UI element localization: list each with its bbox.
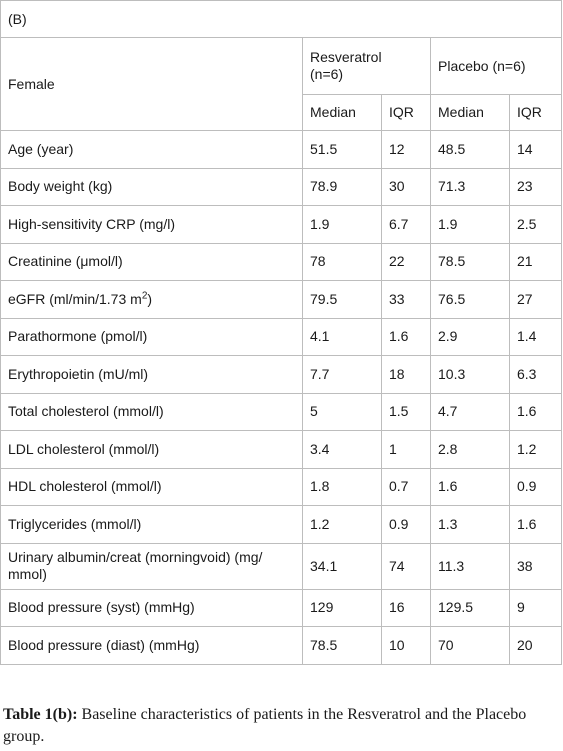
pla-iqr-cell: 1.4 [508, 317, 563, 356]
res-median-cell: 1.9 [302, 205, 382, 244]
pla-iqr-cell: 14 [508, 130, 563, 169]
table-row: Blood pressure (syst) (mmHg) 129 16 129.5 9 [0, 588, 563, 627]
row-label: Body weight (kg) [0, 167, 303, 206]
table-row: Age (year) 51.5 12 48.5 14 [0, 130, 563, 169]
res-iqr-cell: 16 [381, 588, 431, 627]
pla-iqr-cell: 38 [508, 542, 563, 590]
pla-median-cell: 4.7 [430, 392, 510, 431]
pla-median-cell: 129.5 [430, 588, 510, 627]
table-row: Parathormone (pmol/l) 4.1 1.6 2.9 1.4 [0, 317, 563, 356]
pla-iqr-cell: 1.2 [508, 430, 563, 469]
pla-median-cell: 70 [430, 626, 510, 665]
pla-iqr-cell: 0.9 [508, 467, 563, 506]
row-label: Parathormone (pmol/l) [0, 317, 303, 356]
res-median-cell: 78 [302, 242, 382, 281]
pla-median-cell: 2.9 [430, 317, 510, 356]
res-median-cell: 7.7 [302, 355, 382, 394]
row-label: High-sensitivity CRP (mg/l) [0, 205, 303, 244]
pla-median-cell: 1.9 [430, 205, 510, 244]
res-iqr-cell: 1 [381, 430, 431, 469]
pla-iqr-cell: 23 [508, 167, 563, 206]
pla-median-cell: 11.3 [430, 542, 510, 590]
row-label: Urinary albumin/creat (morningvoid) (mg/… [0, 542, 303, 590]
header-placebo: Placebo (n=6) [429, 37, 563, 95]
res-median-cell: 1.2 [302, 505, 382, 544]
pla-median-cell: 1.6 [430, 467, 510, 506]
pla-iqr-cell: 9 [508, 588, 563, 627]
pla-iqr-cell: 1.6 [508, 505, 563, 544]
table-row: LDL cholesterol (mmol/l) 3.4 1 2.8 1.2 [0, 430, 563, 469]
res-median-cell: 129 [302, 588, 382, 627]
table-row: Creatinine (μmol/l) 78 22 78.5 21 [0, 242, 563, 281]
res-median-cell: 79.5 [302, 280, 382, 319]
pla-iqr-cell: 20 [508, 626, 563, 665]
subheader-res-iqr: IQR [381, 94, 431, 131]
group-label: Female [0, 37, 303, 131]
res-iqr-cell: 6.7 [381, 205, 431, 244]
pla-median-cell: 10.3 [430, 355, 510, 394]
res-median-cell: 78.5 [302, 626, 382, 665]
table-row: Blood pressure (diast) (mmHg) 78.5 10 70 20 [0, 626, 563, 665]
res-median-cell: 34.1 [302, 542, 382, 590]
subheader-pla-median: Median [430, 94, 510, 131]
res-median-cell: 3.4 [302, 430, 382, 469]
table-row: Triglycerides (mmol/l) 1.2 0.9 1.3 1.6 [0, 505, 563, 544]
row-label: HDL cholesterol (mmol/l) [0, 467, 303, 506]
subheader-pla-iqr: IQR [508, 94, 563, 131]
pla-median-cell: 76.5 [430, 280, 510, 319]
row-label: Triglycerides (mmol/l) [0, 505, 303, 544]
table-row: Erythropoietin (mU/ml) 7.7 18 10.3 6.3 [0, 355, 563, 394]
caption-label: Table 1(b): [3, 706, 78, 723]
res-median-cell: 78.9 [302, 167, 382, 206]
res-iqr-cell: 12 [381, 130, 431, 169]
res-median-cell: 1.8 [302, 467, 382, 506]
pla-median-cell: 78.5 [430, 242, 510, 281]
res-iqr-cell: 33 [381, 280, 431, 319]
row-label: Blood pressure (diast) (mmHg) [0, 626, 303, 665]
row-label: LDL cholesterol (mmol/l) [0, 430, 303, 469]
pla-median-cell: 71.3 [430, 167, 510, 206]
pla-iqr-cell: 1.6 [508, 392, 563, 431]
pla-iqr-cell: 2.5 [508, 205, 563, 244]
row-label: Creatinine (μmol/l) [0, 242, 303, 281]
pla-iqr-cell: 27 [508, 280, 563, 319]
res-iqr-cell: 1.5 [381, 392, 431, 431]
table-row: Total cholesterol (mmol/l) 5 1.5 4.7 1.6 [0, 392, 563, 431]
pla-iqr-cell: 21 [508, 242, 563, 281]
table-row: High-sensitivity CRP (mg/l) 1.9 6.7 1.9 2.5 [0, 205, 563, 244]
res-iqr-cell: 1.6 [381, 317, 431, 356]
pla-median-cell: 1.3 [430, 505, 510, 544]
panel-label: (B) [0, 0, 563, 38]
res-median-cell: 4.1 [302, 317, 382, 356]
pla-iqr-cell: 6.3 [508, 355, 563, 394]
res-median-cell: 5 [302, 392, 382, 431]
res-iqr-cell: 74 [381, 542, 431, 590]
caption-text: Baseline characteristics of patients in … [3, 706, 527, 745]
pla-median-cell: 48.5 [430, 130, 510, 169]
res-iqr-cell: 10 [381, 626, 431, 665]
res-iqr-cell: 0.7 [381, 467, 431, 506]
row-label: Erythropoietin (mU/ml) [0, 355, 303, 394]
res-iqr-cell: 22 [381, 242, 431, 281]
row-label: Age (year) [0, 130, 303, 169]
table-row: Urinary albumin/creat (morningvoid) (mg/… [0, 542, 563, 590]
header-resveratrol: Resveratrol (n=6) [302, 37, 431, 95]
table-row: eGFR (ml/min/1.73 m2) 79.5 33 76.5 27 [0, 280, 563, 319]
table-row: Body weight (kg) 78.9 30 71.3 23 [0, 167, 563, 206]
row-label: eGFR (ml/min/1.73 m2) [0, 280, 303, 319]
res-iqr-cell: 18 [381, 355, 431, 394]
table-caption: Table 1(b): Baseline characteristics of … [3, 704, 559, 748]
baseline-table: (B) Female Resveratrol (n=6) Placebo (n=… [0, 0, 563, 665]
row-label: Total cholesterol (mmol/l) [0, 392, 303, 431]
pla-median-cell: 2.8 [430, 430, 510, 469]
subheader-res-median: Median [302, 94, 382, 131]
res-median-cell: 51.5 [302, 130, 382, 169]
table-row: HDL cholesterol (mmol/l) 1.8 0.7 1.6 0.9 [0, 467, 563, 506]
row-label: Blood pressure (syst) (mmHg) [0, 588, 303, 627]
res-iqr-cell: 30 [381, 167, 431, 206]
res-iqr-cell: 0.9 [381, 505, 431, 544]
